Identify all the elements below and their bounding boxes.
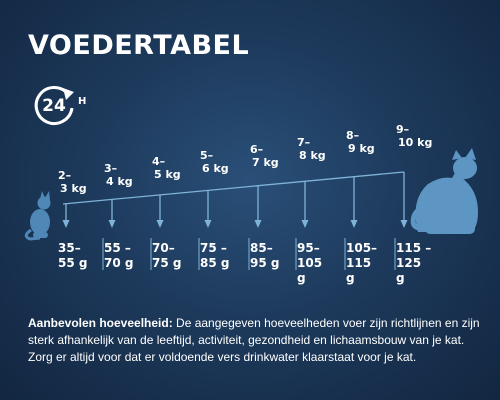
weight-range-start: 4–: [152, 155, 166, 168]
portion-range-start: 95–: [297, 241, 320, 255]
weight-range-end: 5 kg: [154, 168, 181, 181]
arrow-head-1: [62, 220, 70, 228]
page-title: VOEDERTABEL: [28, 30, 250, 61]
portion-label: 35– 55 g: [58, 241, 94, 271]
weight-range-end: 10 kg: [398, 136, 433, 149]
clock-arrow-icon: [34, 86, 74, 125]
24h-clock-icon: 24 H: [28, 82, 90, 132]
weight-range-end: 6 kg: [202, 162, 229, 175]
arrow-head-2: [108, 220, 116, 228]
weight-label: 7– 8 kg: [297, 136, 341, 162]
portion-range-end: 125 g: [396, 256, 422, 285]
weight-label: 3– 4 kg: [104, 162, 148, 188]
weight-range-end: 3 kg: [60, 182, 87, 195]
weight-label: 5– 6 kg: [200, 149, 244, 175]
portion-range-start: 115 –: [396, 241, 432, 255]
portion-range-end: 70 g: [104, 256, 134, 270]
weight-range-start: 9–: [396, 123, 410, 136]
portion-range-end: 95 g: [250, 256, 280, 270]
arrow-head-7: [350, 220, 358, 228]
weight-range-start: 5–: [200, 149, 214, 162]
portion-range-end: 115 g: [346, 256, 372, 285]
weight-range-end: 7 kg: [252, 156, 279, 169]
portion-range-end: 85 g: [200, 256, 230, 270]
large-cat-icon: [410, 148, 478, 234]
weight-range-start: 7–: [297, 136, 311, 149]
portion-range-end: 105 g: [297, 256, 323, 285]
portion-range-start: 55 –: [104, 241, 131, 255]
small-cat-icon: [24, 191, 51, 241]
portion-range-start: 75 –: [200, 241, 227, 255]
weight-range-start: 6–: [250, 143, 264, 156]
arrow-head-3: [156, 220, 164, 228]
portion-label: 70– 75 g: [152, 241, 188, 271]
weight-range-start: 8–: [346, 129, 360, 142]
weight-label: 4– 5 kg: [152, 155, 196, 181]
growth-line: [62, 171, 405, 205]
arrow-head-8: [400, 220, 408, 228]
weight-label: 2– 3 kg: [58, 169, 102, 195]
arrow-group: [62, 176, 408, 228]
portion-range-start: 105–: [346, 241, 378, 255]
weight-label: 9– 10 kg: [396, 123, 440, 149]
weight-label: 6– 7 kg: [250, 143, 294, 169]
portion-label: 85– 95 g: [250, 241, 286, 271]
portion-label: 115 –125 g: [396, 241, 432, 286]
info-text: De aangegeven hoeveelheden voer zijn ric…: [28, 316, 480, 364]
arrow-head-5: [254, 220, 262, 228]
info-label: Aanbevolen hoeveelheid:: [28, 316, 173, 330]
portion-range-start: 70–: [152, 241, 175, 255]
portion-range-start: 35–: [58, 241, 81, 255]
arrow-head-6: [301, 220, 309, 228]
portion-label: 55 –70 g: [104, 241, 140, 271]
portion-range-start: 85–: [250, 241, 273, 255]
info-paragraph: Aanbevolen hoeveelheid: De aangegeven ho…: [28, 315, 480, 366]
weight-range-start: 3–: [104, 162, 118, 175]
separator-group: [102, 238, 396, 270]
portion-label: 75 –85 g: [200, 241, 236, 271]
clock-unit: H: [78, 96, 87, 107]
weight-range-end: 9 kg: [348, 142, 375, 155]
weight-range-end: 4 kg: [106, 175, 133, 188]
portion-label: 105– 115 g: [346, 241, 382, 286]
portion-range-end: 75 g: [152, 256, 182, 270]
weight-label: 8– 9 kg: [346, 129, 390, 155]
weight-range-end: 8 kg: [299, 149, 326, 162]
portion-label: 95– 105 g: [297, 241, 333, 286]
arrow-head-4: [204, 220, 212, 228]
weight-range-start: 2–: [58, 169, 72, 182]
clock-number: 24: [42, 96, 66, 116]
portion-range-end: 55 g: [58, 256, 88, 270]
